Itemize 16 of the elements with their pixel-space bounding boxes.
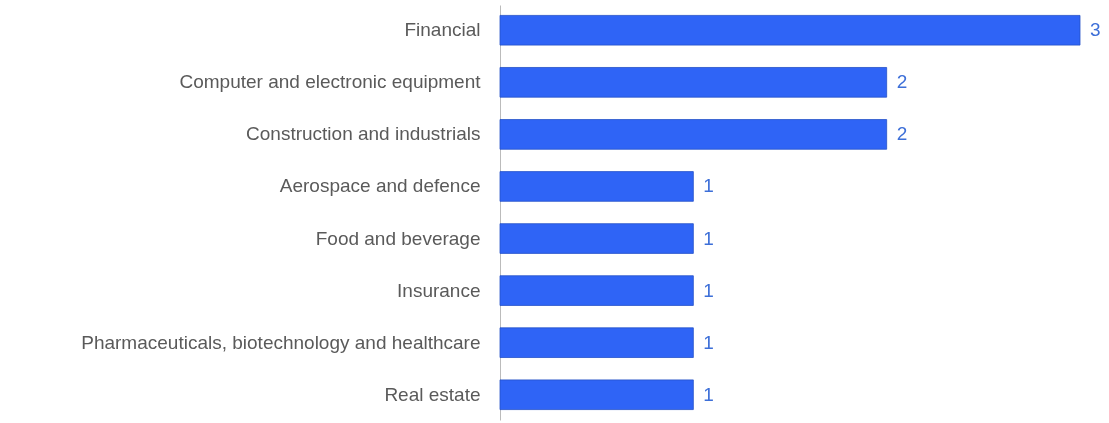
y-tick-label: Real estate xyxy=(384,383,481,405)
data-label: 1 xyxy=(703,227,714,249)
y-tick-label: Computer and electronic equipment xyxy=(179,71,482,93)
y-tick-label: Food and beverage xyxy=(315,227,481,249)
data-label: 2 xyxy=(896,71,908,93)
data-label: 1 xyxy=(703,331,714,353)
data-label: 1 xyxy=(703,279,714,301)
y-tick-label: Construction and industrials xyxy=(246,123,481,145)
y-tick-label: Insurance xyxy=(397,279,481,301)
y-tick-label: Pharmaceuticals, biotechnology and healthcare xyxy=(81,331,481,353)
data-label: 3 xyxy=(1090,19,1101,41)
y-tick-label: Financial xyxy=(404,19,481,41)
data-label: 2 xyxy=(896,123,908,145)
data-label: 1 xyxy=(703,175,714,197)
data-label: 1 xyxy=(703,383,714,405)
y-tick-label: Aerospace and defence xyxy=(279,175,481,197)
